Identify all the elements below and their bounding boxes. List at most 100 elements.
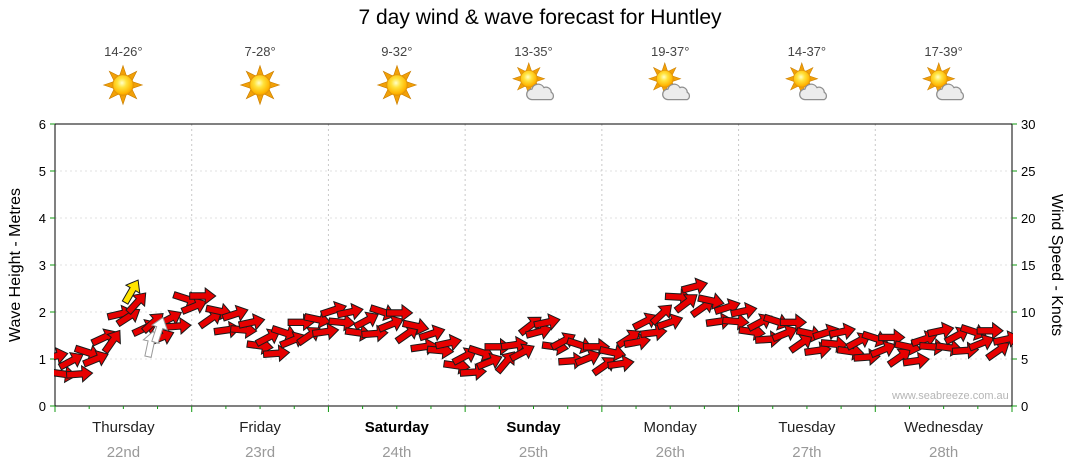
wind-arrow bbox=[656, 313, 684, 331]
day-date-label: 26th bbox=[655, 444, 685, 461]
wind-arrow bbox=[902, 351, 930, 370]
wind-arrow bbox=[101, 329, 121, 355]
wind-arrow bbox=[886, 348, 912, 368]
wind-tick-label: 0 bbox=[1021, 399, 1028, 414]
sunny-icon bbox=[100, 62, 146, 108]
wind-arrow bbox=[394, 325, 420, 345]
wind-arrow-highlight bbox=[150, 316, 169, 344]
day-name-label: Monday bbox=[643, 419, 697, 436]
wind-tick-label: 10 bbox=[1021, 305, 1035, 320]
wave-axis-label: Wave Height - Metres bbox=[7, 187, 24, 343]
day-date-label: 22nd bbox=[106, 444, 141, 461]
wind-arrow bbox=[722, 312, 750, 331]
temperature-range: 7-28° bbox=[244, 44, 276, 59]
wind-tick-label: 30 bbox=[1021, 117, 1035, 132]
wind-arrow bbox=[598, 344, 627, 362]
plot-frame bbox=[54, 123, 1013, 407]
wind-arrow bbox=[926, 321, 955, 340]
wind-arrow bbox=[336, 302, 364, 321]
watermark: www.seabreeze.com.au bbox=[892, 390, 1009, 402]
wind-arrow bbox=[623, 332, 652, 351]
wind-arrow bbox=[985, 341, 1010, 362]
wind-arrow bbox=[869, 340, 897, 359]
day-name-label: Sunday bbox=[506, 419, 561, 436]
wind-arrow bbox=[125, 292, 147, 316]
grid bbox=[55, 124, 1012, 406]
day-date-label: 27th bbox=[792, 444, 822, 461]
day-date-label: 23rd bbox=[245, 444, 276, 461]
partly-cloudy-icon bbox=[647, 62, 693, 108]
wind-arrow bbox=[54, 346, 69, 365]
wind-arrow bbox=[992, 330, 1013, 348]
wind-arrow bbox=[262, 344, 291, 363]
wind-arrow bbox=[221, 304, 249, 322]
wave-tick-label: 2 bbox=[39, 305, 46, 320]
wind-arrow bbox=[311, 322, 340, 341]
wind-arrow bbox=[353, 311, 379, 331]
page-title: 7 day wind & wave forecast for Huntley bbox=[358, 6, 722, 29]
sunny-icon bbox=[374, 62, 420, 108]
temperature-range: 19-37° bbox=[650, 44, 690, 59]
wave-tick-label: 5 bbox=[39, 164, 46, 179]
partly-cloudy-icon bbox=[511, 62, 557, 108]
wind-arrow-highlight bbox=[121, 279, 141, 305]
wind-arrow bbox=[164, 316, 192, 335]
wind-arrow bbox=[771, 324, 798, 343]
wind-arrow bbox=[574, 348, 602, 367]
wind-arrow bbox=[533, 313, 561, 331]
wind-tick-label: 25 bbox=[1021, 164, 1035, 179]
partly-cloudy-icon bbox=[784, 62, 830, 108]
day-date-label: 28th bbox=[928, 444, 959, 461]
day-date-label: 24th bbox=[382, 444, 412, 461]
wave-tick-label: 3 bbox=[39, 258, 46, 273]
day-name-label: Thursday bbox=[92, 419, 155, 436]
wind-tick-label: 20 bbox=[1021, 211, 1035, 226]
wave-tick-label: 4 bbox=[39, 211, 46, 226]
wave-tick-label: 6 bbox=[39, 117, 46, 132]
wind-arrow bbox=[377, 315, 405, 333]
wind-arrow bbox=[475, 352, 503, 371]
day-name-label: Friday bbox=[239, 419, 281, 436]
axis-ticks bbox=[50, 123, 1017, 412]
wind-arrow bbox=[57, 352, 84, 371]
wind-arrow bbox=[779, 313, 808, 332]
wind-axis-label: Wind Speed - Knots bbox=[1048, 193, 1065, 337]
day-name-label: Wednesday bbox=[904, 419, 984, 436]
wind-arrows-layer bbox=[54, 277, 1013, 384]
wind-arrow bbox=[976, 321, 1004, 340]
wind-arrow bbox=[401, 317, 430, 336]
wave-tick-label: 1 bbox=[39, 352, 46, 367]
wind-arrow bbox=[82, 349, 109, 368]
temperature-range: 14-37° bbox=[787, 44, 827, 59]
wind-arrow bbox=[730, 301, 758, 320]
wind-arrow bbox=[386, 303, 414, 322]
wind-tick-label: 15 bbox=[1021, 258, 1035, 273]
axis-tick-labels: 0 1 2 3 4 5 6 0 5 10 15 20 25 30 bbox=[39, 117, 1036, 414]
wind-arrow bbox=[615, 329, 641, 349]
wind-arrow bbox=[508, 343, 535, 363]
wind-arrow bbox=[967, 333, 995, 352]
sunny-icon bbox=[237, 62, 283, 108]
wind-arrow bbox=[828, 322, 857, 341]
wind-arrow bbox=[254, 328, 281, 348]
wind-arrow bbox=[680, 277, 709, 295]
partly-cloudy-icon bbox=[921, 62, 967, 108]
day-name-label: Tuesday bbox=[778, 419, 836, 436]
wind-arrow bbox=[607, 354, 635, 373]
wind-arrow bbox=[189, 286, 217, 306]
wind-tick-label: 5 bbox=[1021, 352, 1028, 367]
wind-arrow bbox=[328, 313, 356, 332]
wind-arrow bbox=[434, 333, 463, 352]
wind-arrow bbox=[65, 364, 94, 383]
day-date-label: 25th bbox=[518, 444, 549, 461]
wind-arrow bbox=[697, 292, 725, 310]
temperature-range: 9-32° bbox=[381, 44, 413, 59]
temperature-range: 13-35° bbox=[514, 44, 553, 59]
temperature-range: 17-39° bbox=[924, 44, 963, 59]
day-name-label: Saturday bbox=[364, 419, 429, 436]
wind-arrow bbox=[197, 310, 223, 330]
wind-arrow bbox=[180, 297, 208, 315]
wave-tick-label: 0 bbox=[39, 399, 46, 414]
